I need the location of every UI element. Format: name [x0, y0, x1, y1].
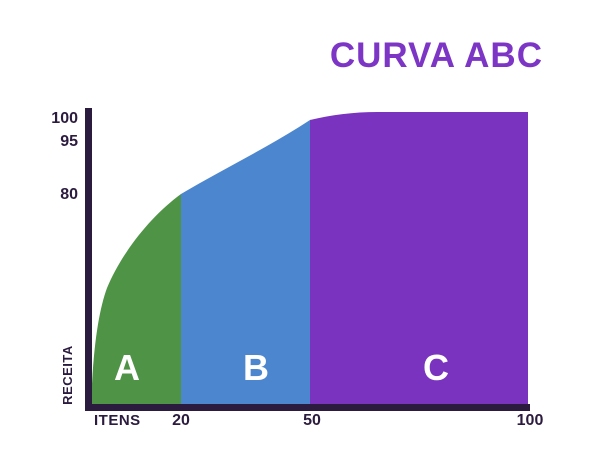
y-axis-title: RECEITA	[60, 345, 75, 405]
x-tick-100: 100	[516, 412, 544, 429]
region-a-label: A	[114, 347, 140, 388]
y-tick-95: 95	[60, 133, 78, 150]
pareto-curve-area	[91, 112, 528, 411]
y-tick-100: 100	[51, 110, 78, 127]
y-axis-line	[85, 108, 92, 411]
x-axis-line	[85, 404, 530, 411]
x-tick-50: 50	[303, 412, 321, 429]
x-tick-20: 20	[172, 412, 190, 429]
y-tick-80: 80	[60, 186, 78, 203]
region-c-label: C	[423, 347, 449, 388]
region-b-label: B	[243, 347, 269, 388]
x-axis-title: ITENS	[94, 412, 141, 429]
chart-title: CURVA ABC	[329, 36, 543, 75]
region-c-fill	[310, 112, 528, 411]
